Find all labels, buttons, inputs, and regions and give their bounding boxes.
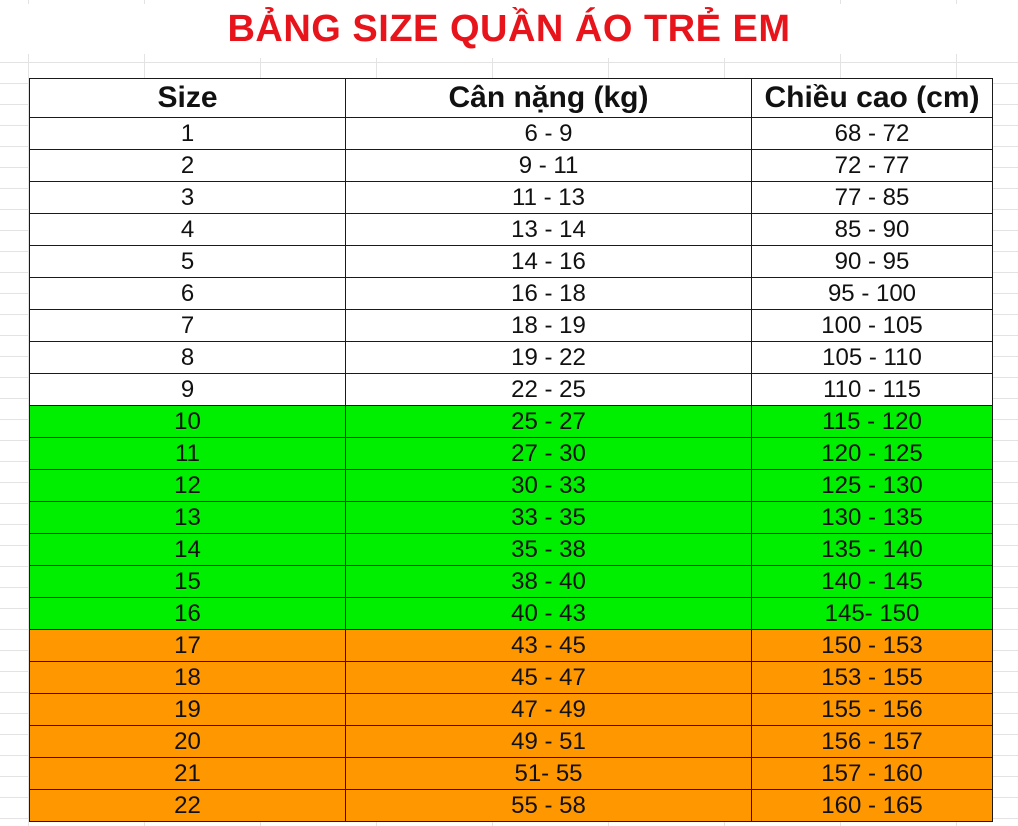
size-cell: 7	[29, 309, 346, 342]
size-cell: 13	[29, 501, 346, 534]
weight-cell: 27 - 30	[345, 437, 752, 470]
size-cell: 21	[29, 757, 346, 790]
header-height: Chiều cao (cm)	[751, 78, 993, 118]
size-cell: 10	[29, 405, 346, 438]
table-row: 8 19 - 22 105 - 110	[29, 341, 993, 374]
table-row: 14 35 - 38 135 - 140	[29, 533, 993, 566]
page-title: BẢNG SIZE QUẦN ÁO TRẺ EM	[0, 4, 1018, 54]
size-cell: 20	[29, 725, 346, 758]
weight-cell: 25 - 27	[345, 405, 752, 438]
table-row: 12 30 - 33 125 - 130	[29, 469, 993, 502]
weight-cell: 51- 55	[345, 757, 752, 790]
size-cell: 22	[29, 789, 346, 822]
height-cell: 150 - 153	[751, 629, 993, 662]
size-cell: 12	[29, 469, 346, 502]
height-cell: 160 - 165	[751, 789, 993, 822]
table-header-row: Size Cân nặng (kg) Chiều cao (cm)	[29, 78, 993, 118]
size-cell: 2	[29, 149, 346, 182]
height-cell: 157 - 160	[751, 757, 993, 790]
weight-cell: 6 - 9	[345, 117, 752, 150]
height-cell: 120 - 125	[751, 437, 993, 470]
height-cell: 72 - 77	[751, 149, 993, 182]
weight-cell: 35 - 38	[345, 533, 752, 566]
weight-cell: 45 - 47	[345, 661, 752, 694]
weight-cell: 33 - 35	[345, 501, 752, 534]
table-row: 21 51- 55 157 - 160	[29, 757, 993, 790]
height-cell: 77 - 85	[751, 181, 993, 214]
size-cell: 11	[29, 437, 346, 470]
height-cell: 115 - 120	[751, 405, 993, 438]
height-cell: 90 - 95	[751, 245, 993, 278]
height-cell: 68 - 72	[751, 117, 993, 150]
height-cell: 125 - 130	[751, 469, 993, 502]
height-cell: 135 - 140	[751, 533, 993, 566]
size-cell: 17	[29, 629, 346, 662]
height-cell: 140 - 145	[751, 565, 993, 598]
weight-cell: 47 - 49	[345, 693, 752, 726]
size-cell: 18	[29, 661, 346, 694]
size-cell: 6	[29, 277, 346, 310]
size-cell: 16	[29, 597, 346, 630]
table-row: 16 40 - 43 145- 150	[29, 597, 993, 630]
height-cell: 156 - 157	[751, 725, 993, 758]
size-cell: 14	[29, 533, 346, 566]
weight-cell: 19 - 22	[345, 341, 752, 374]
size-cell: 15	[29, 565, 346, 598]
weight-cell: 55 - 58	[345, 789, 752, 822]
size-cell: 4	[29, 213, 346, 246]
table-row: 19 47 - 49 155 - 156	[29, 693, 993, 726]
weight-cell: 38 - 40	[345, 565, 752, 598]
weight-cell: 18 - 19	[345, 309, 752, 342]
size-cell: 5	[29, 245, 346, 278]
height-cell: 110 - 115	[751, 373, 993, 406]
height-cell: 100 - 105	[751, 309, 993, 342]
height-cell: 105 - 110	[751, 341, 993, 374]
weight-cell: 30 - 33	[345, 469, 752, 502]
size-cell: 9	[29, 373, 346, 406]
table-row: 4 13 - 14 85 - 90	[29, 213, 993, 246]
weight-cell: 16 - 18	[345, 277, 752, 310]
table-row: 7 18 - 19 100 - 105	[29, 309, 993, 342]
size-cell: 3	[29, 181, 346, 214]
table-row: 5 14 - 16 90 - 95	[29, 245, 993, 278]
weight-cell: 14 - 16	[345, 245, 752, 278]
table-row: 22 55 - 58 160 - 165	[29, 789, 993, 822]
size-cell: 19	[29, 693, 346, 726]
table-row: 20 49 - 51 156 - 157	[29, 725, 993, 758]
height-cell: 85 - 90	[751, 213, 993, 246]
height-cell: 153 - 155	[751, 661, 993, 694]
weight-cell: 11 - 13	[345, 181, 752, 214]
header-size: Size	[29, 78, 346, 118]
table-row: 3 11 - 13 77 - 85	[29, 181, 993, 214]
height-cell: 145- 150	[751, 597, 993, 630]
weight-cell: 13 - 14	[345, 213, 752, 246]
weight-cell: 40 - 43	[345, 597, 752, 630]
weight-cell: 9 - 11	[345, 149, 752, 182]
table-row: 6 16 - 18 95 - 100	[29, 277, 993, 310]
header-weight: Cân nặng (kg)	[345, 78, 752, 118]
weight-cell: 43 - 45	[345, 629, 752, 662]
table-row: 15 38 - 40 140 - 145	[29, 565, 993, 598]
size-cell: 8	[29, 341, 346, 374]
weight-cell: 22 - 25	[345, 373, 752, 406]
height-cell: 130 - 135	[751, 501, 993, 534]
table-row: 10 25 - 27 115 - 120	[29, 405, 993, 438]
height-cell: 155 - 156	[751, 693, 993, 726]
size-cell: 1	[29, 117, 346, 150]
table-row: 13 33 - 35 130 - 135	[29, 501, 993, 534]
table-row: 18 45 - 47 153 - 155	[29, 661, 993, 694]
height-cell: 95 - 100	[751, 277, 993, 310]
table-row: 9 22 - 25 110 - 115	[29, 373, 993, 406]
table-row: 11 27 - 30 120 - 125	[29, 437, 993, 470]
table-row: 17 43 - 45 150 - 153	[29, 629, 993, 662]
weight-cell: 49 - 51	[345, 725, 752, 758]
